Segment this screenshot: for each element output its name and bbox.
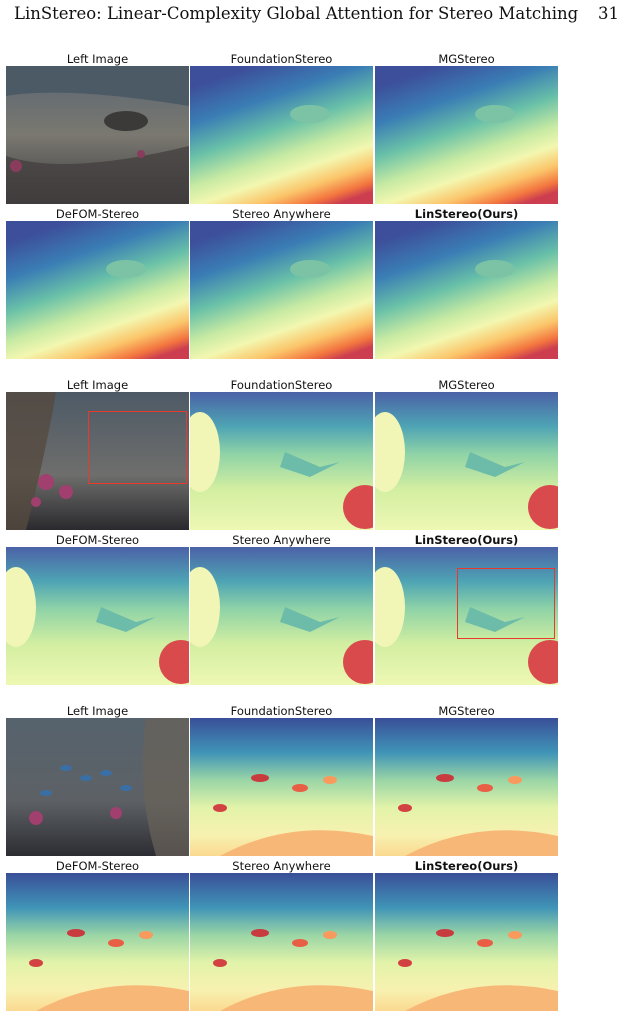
label-mg: MGStereo — [438, 378, 495, 392]
left-image-photo — [6, 66, 189, 204]
disparity-map — [190, 392, 373, 530]
label-foundation: FoundationStereo — [230, 52, 333, 66]
label-foundation: FoundationStereo — [230, 704, 333, 718]
disparity-map — [6, 547, 189, 685]
label-mg: MGStereo — [438, 52, 495, 66]
label-ours: LinStereo(Ours) — [414, 533, 519, 547]
running-title: LinStereo: Linear-Complexity Global Atte… — [14, 4, 579, 23]
disparity-map — [375, 66, 558, 204]
label-left-image: Left Image — [66, 704, 129, 718]
label-left-image: Left Image — [66, 378, 129, 392]
disparity-map — [190, 547, 373, 685]
page-number: 31 — [598, 4, 619, 23]
label-anywhere: Stereo Anywhere — [232, 859, 331, 873]
label-foundation: FoundationStereo — [230, 378, 333, 392]
left-image-photo — [6, 392, 189, 530]
disparity-map — [6, 873, 189, 1011]
label-ours: LinStereo(Ours) — [414, 859, 519, 873]
disparity-map — [375, 392, 558, 530]
page-header: LinStereo: Linear-Complexity Global Atte… — [14, 4, 619, 28]
disparity-map — [375, 873, 558, 1011]
label-defom: DeFOM-Stereo — [55, 207, 140, 221]
label-left-image: Left Image — [66, 52, 129, 66]
disparity-map — [190, 873, 373, 1011]
disparity-map — [190, 66, 373, 204]
left-image-photo — [6, 718, 189, 856]
disparity-map — [375, 547, 558, 685]
label-mg: MGStereo — [438, 704, 495, 718]
label-anywhere: Stereo Anywhere — [232, 207, 331, 221]
label-defom: DeFOM-Stereo — [55, 859, 140, 873]
disparity-map — [375, 221, 558, 359]
label-anywhere: Stereo Anywhere — [232, 533, 331, 547]
disparity-map — [6, 221, 189, 359]
disparity-map — [190, 221, 373, 359]
label-defom: DeFOM-Stereo — [55, 533, 140, 547]
disparity-map — [375, 718, 558, 856]
disparity-map — [190, 718, 373, 856]
label-ours: LinStereo(Ours) — [414, 207, 519, 221]
